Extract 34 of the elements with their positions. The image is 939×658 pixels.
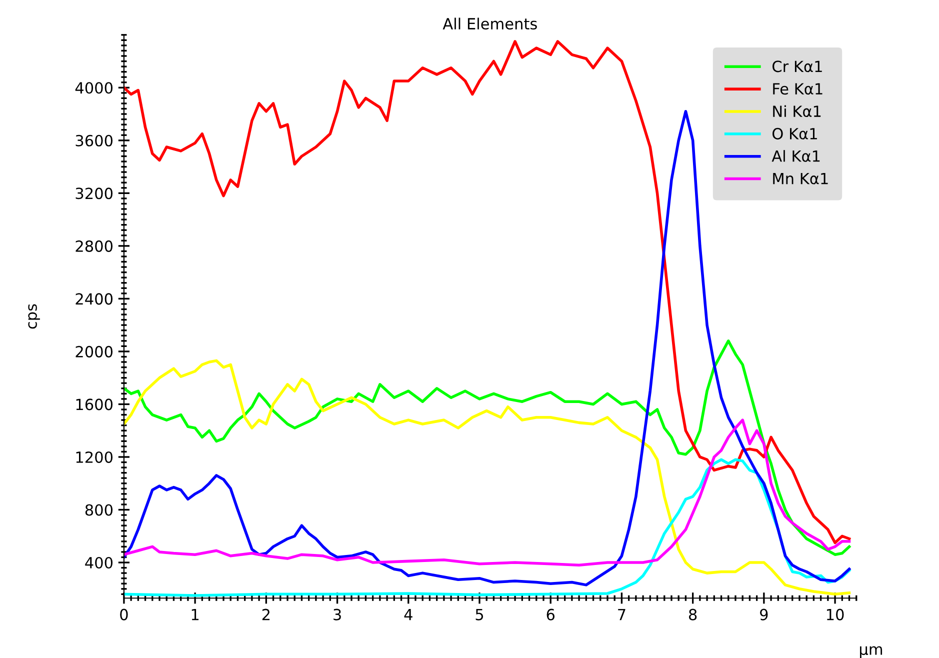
line-series [124, 40, 851, 544]
y-tick-label: 2400 [76, 293, 113, 305]
x-tick-label: 10 [826, 608, 844, 620]
x-axis-title: µm [860, 646, 882, 658]
y-tick-label: 1600 [76, 398, 113, 410]
x-tick-label: 0 [120, 608, 128, 620]
x-tick-label: 1 [192, 609, 199, 620]
y-tick-label: 1200 [76, 451, 113, 463]
legend-label: Al Kα1 [772, 150, 820, 162]
y-tick-label: 2000 [76, 346, 113, 358]
x-tick-label: 9 [760, 608, 768, 620]
legend-label: Ni Kα1 [773, 105, 821, 118]
legend-label: Mn Kα1 [773, 172, 828, 184]
line-series [124, 359, 851, 596]
y-tick-label: 3600 [76, 134, 113, 146]
y-tick-label: 3200 [76, 188, 113, 200]
x-tick-label: 2 [262, 608, 270, 620]
legend-label: Cr Kα1 [772, 60, 822, 72]
x-tick-label: 7 [618, 609, 626, 620]
line-series [124, 340, 851, 556]
chart-title: All Elements [442, 18, 537, 30]
x-tick-label: 4 [404, 609, 412, 620]
line-series [124, 418, 851, 567]
y-tick-label: 400 [85, 556, 113, 569]
y-tick-label: 2800 [76, 240, 113, 252]
legend-label: O Kα1 [772, 128, 817, 140]
y-tick-label: 4000 [75, 82, 113, 94]
x-tick-label: 6 [546, 608, 554, 620]
legend-label: Fe Kα1 [773, 83, 822, 95]
y-axis-title: cps [28, 304, 40, 329]
x-tick-label: 3 [334, 608, 341, 620]
y-tick-label: 800 [85, 504, 113, 516]
x-tick-label: 8 [688, 608, 697, 620]
x-tick-label: 5 [476, 609, 484, 620]
